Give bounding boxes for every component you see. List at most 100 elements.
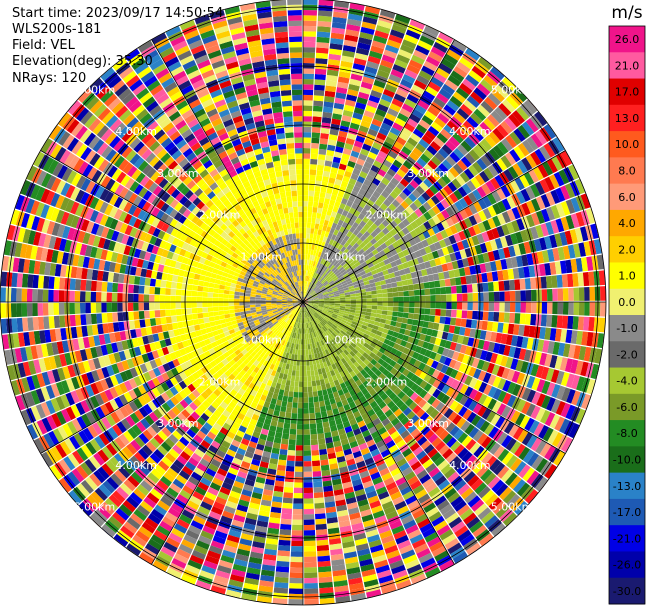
velocity-cell bbox=[323, 281, 329, 287]
velocity-cell bbox=[498, 280, 505, 291]
velocity-cell bbox=[525, 302, 532, 313]
velocity-cell bbox=[474, 174, 486, 186]
velocity-cell bbox=[511, 370, 521, 383]
velocity-cell bbox=[513, 347, 522, 359]
velocity-cell bbox=[340, 180, 349, 188]
velocity-cell bbox=[327, 144, 336, 152]
velocity-cell bbox=[407, 349, 415, 357]
velocity-cell bbox=[366, 187, 375, 195]
velocity-cell bbox=[312, 272, 316, 278]
velocity-cell bbox=[424, 295, 431, 302]
velocity-cell bbox=[516, 372, 526, 385]
velocity-cell bbox=[471, 414, 482, 427]
velocity-cell bbox=[274, 582, 289, 589]
velocity-cell bbox=[374, 234, 382, 242]
velocity-cell bbox=[412, 128, 425, 139]
velocity-cell bbox=[349, 240, 357, 247]
velocity-cell bbox=[460, 420, 471, 432]
velocity-cell bbox=[464, 375, 473, 386]
velocity-cell bbox=[315, 239, 320, 246]
velocity-cell bbox=[334, 278, 340, 284]
velocity-cell bbox=[427, 227, 436, 237]
velocity-cell bbox=[414, 104, 427, 115]
velocity-cell bbox=[466, 180, 477, 192]
velocity-cell bbox=[345, 250, 352, 257]
velocity-cell bbox=[307, 281, 311, 288]
velocity-cell bbox=[534, 351, 542, 365]
velocity-cell bbox=[317, 294, 324, 298]
velocity-cell bbox=[314, 406, 321, 413]
velocity-cell bbox=[365, 339, 372, 346]
velocity-cell bbox=[366, 234, 374, 242]
velocity-cell bbox=[387, 297, 394, 302]
velocity-cell bbox=[315, 310, 321, 315]
velocity-cell bbox=[459, 171, 471, 183]
velocity-cell bbox=[354, 336, 361, 343]
velocity-cell bbox=[549, 174, 560, 189]
velocity-cell bbox=[380, 59, 394, 69]
velocity-cell bbox=[580, 193, 591, 209]
velocity-cell bbox=[309, 254, 313, 261]
velocity-cell bbox=[409, 252, 417, 260]
velocity-cell bbox=[440, 309, 447, 317]
velocity-cell bbox=[435, 287, 441, 295]
velocity-cell bbox=[472, 461, 485, 474]
velocity-cell bbox=[545, 397, 556, 412]
velocity-cell bbox=[356, 255, 363, 262]
velocity-cell bbox=[313, 313, 319, 318]
velocity-cell bbox=[541, 289, 548, 301]
velocity-cell bbox=[383, 323, 391, 330]
velocity-cell bbox=[377, 358, 385, 366]
velocity-cell bbox=[343, 248, 349, 255]
velocity-cell bbox=[350, 73, 363, 82]
velocity-cell bbox=[447, 411, 458, 422]
velocity-cell bbox=[478, 302, 484, 311]
velocity-cell bbox=[478, 381, 488, 393]
velocity-cell bbox=[419, 248, 427, 256]
velocity-cell bbox=[502, 323, 509, 334]
velocity-cell bbox=[303, 365, 307, 372]
velocity-cell bbox=[371, 328, 378, 335]
velocity-cell bbox=[495, 483, 509, 497]
velocity-cell bbox=[402, 285, 409, 292]
velocity-cell bbox=[357, 42, 371, 51]
velocity-cell bbox=[321, 469, 331, 477]
velocity-cell bbox=[304, 567, 318, 573]
velocity-cell bbox=[421, 65, 435, 77]
velocity-cell bbox=[543, 142, 556, 158]
velocity-cell bbox=[476, 433, 488, 445]
velocity-cell bbox=[376, 207, 385, 215]
velocity-cell bbox=[354, 313, 361, 317]
velocity-cell bbox=[312, 305, 319, 308]
velocity-cell bbox=[453, 148, 465, 160]
velocity-cell bbox=[428, 315, 436, 323]
velocity-cell bbox=[365, 348, 372, 356]
velocity-cell bbox=[303, 259, 306, 265]
velocity-cell bbox=[275, 571, 289, 578]
velocity-cell bbox=[464, 48, 480, 61]
velocity-cell bbox=[401, 317, 408, 324]
velocity-cell bbox=[383, 258, 391, 265]
velocity-cell bbox=[472, 429, 484, 442]
velocity-cell bbox=[324, 274, 330, 280]
velocity-cell bbox=[400, 200, 410, 210]
velocity-cell bbox=[388, 34, 403, 44]
velocity-cell bbox=[446, 100, 460, 112]
velocity-cell bbox=[352, 168, 361, 176]
velocity-cell bbox=[593, 239, 602, 255]
velocity-cell bbox=[339, 305, 346, 309]
velocity-cell bbox=[342, 175, 351, 183]
velocity-cell bbox=[389, 126, 401, 137]
velocity-cell bbox=[387, 329, 394, 336]
velocity-cell bbox=[323, 273, 328, 279]
velocity-cell bbox=[577, 316, 585, 331]
velocity-cell bbox=[329, 326, 335, 332]
velocity-cell bbox=[512, 426, 524, 440]
velocity-cell bbox=[378, 64, 392, 74]
velocity-cell bbox=[334, 254, 340, 261]
velocity-cell bbox=[503, 345, 511, 357]
velocity-cell bbox=[314, 312, 320, 317]
velocity-cell bbox=[291, 370, 296, 376]
velocity-cell bbox=[488, 291, 495, 302]
velocity-cell bbox=[320, 186, 327, 193]
